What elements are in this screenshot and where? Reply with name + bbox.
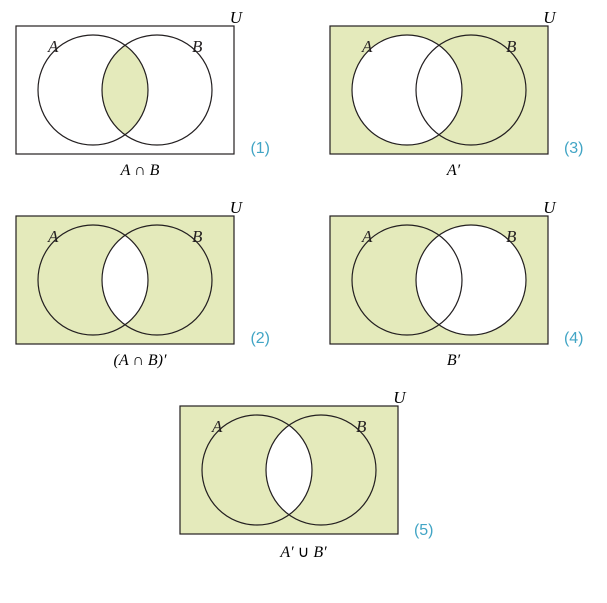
svg-text:A: A bbox=[47, 37, 59, 56]
svg-text:B: B bbox=[356, 417, 367, 436]
caption: A′ bbox=[324, 162, 584, 180]
caption: B′ bbox=[324, 352, 584, 370]
diagram-3: U AB (3) A′ bbox=[324, 10, 584, 180]
svg-text:B: B bbox=[506, 37, 517, 56]
u-label: U bbox=[230, 8, 242, 28]
caption: A′ ∪ B′ bbox=[174, 542, 434, 562]
diagram-number: (4) bbox=[564, 330, 584, 348]
venn-svg-5: AB bbox=[174, 390, 404, 540]
venn-svg-1: AB bbox=[10, 10, 240, 160]
u-label: U bbox=[393, 388, 405, 408]
cell-3: U AB (3) A′ bbox=[324, 10, 598, 180]
svg-text:B: B bbox=[506, 227, 517, 246]
diagram-number: (5) bbox=[414, 522, 434, 540]
cell-4: U AB (4) B′ bbox=[324, 200, 598, 370]
cell-1: U AB (1) A ∩ B bbox=[10, 10, 284, 180]
cell-2: U AB (2) (A ∩ B)′ bbox=[10, 200, 284, 370]
svg-text:B: B bbox=[192, 227, 203, 246]
diagram-4: U AB (4) B′ bbox=[324, 200, 584, 370]
u-label: U bbox=[230, 198, 242, 218]
caption: A ∩ B bbox=[10, 162, 270, 180]
u-label: U bbox=[543, 198, 555, 218]
svg-text:A: A bbox=[47, 227, 59, 246]
diagram-number: (3) bbox=[564, 140, 584, 158]
diagram-number: (2) bbox=[250, 330, 270, 348]
venn-grid: U AB (1) A ∩ B U AB (3) A′ U AB (2) (A ∩… bbox=[10, 10, 597, 562]
svg-text:A: A bbox=[361, 37, 373, 56]
venn-svg-4: AB bbox=[324, 200, 554, 350]
diagram-2: U AB (2) (A ∩ B)′ bbox=[10, 200, 270, 370]
u-label: U bbox=[543, 8, 555, 28]
svg-text:B: B bbox=[192, 37, 203, 56]
cell-5: U AB (5) A′ ∪ B′ bbox=[10, 390, 597, 562]
venn-svg-3: AB bbox=[324, 10, 554, 160]
venn-svg-2: AB bbox=[10, 200, 240, 350]
svg-text:A: A bbox=[361, 227, 373, 246]
diagram-1: U AB (1) A ∩ B bbox=[10, 10, 270, 180]
svg-text:A: A bbox=[211, 417, 223, 436]
diagram-number: (1) bbox=[250, 140, 270, 158]
diagram-5: U AB (5) A′ ∪ B′ bbox=[174, 390, 434, 562]
caption: (A ∩ B)′ bbox=[10, 352, 270, 370]
